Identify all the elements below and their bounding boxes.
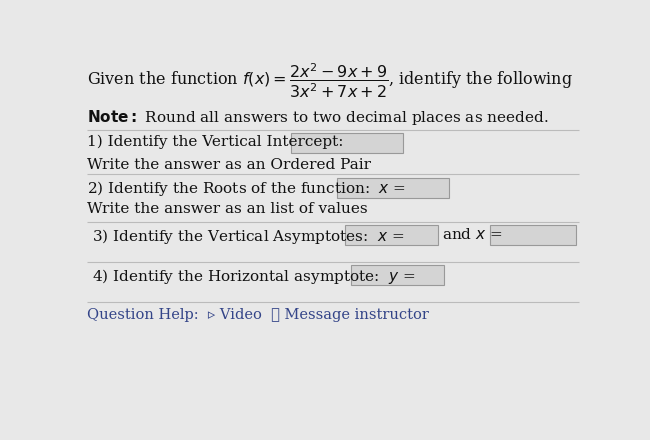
Text: Write the answer as an Ordered Pair: Write the answer as an Ordered Pair (88, 158, 371, 172)
Text: Given the function $f(x) = \dfrac{2x^2 - 9x + 9}{3x^2 + 7x + 2}$, identify the f: Given the function $f(x) = \dfrac{2x^2 -… (88, 62, 573, 100)
Text: 2) Identify the Roots of the function:  $x$ =: 2) Identify the Roots of the function: $… (88, 179, 406, 198)
FancyBboxPatch shape (344, 225, 437, 246)
FancyBboxPatch shape (351, 265, 444, 286)
Text: 3) Identify the Vertical Asymptotes:  $x$ =: 3) Identify the Vertical Asymptotes: $x$… (92, 227, 405, 246)
FancyBboxPatch shape (491, 225, 576, 246)
Text: and $x$ =: and $x$ = (441, 227, 502, 242)
Text: $\mathbf{Note:}$ Round all answers to two decimal places as needed.: $\mathbf{Note:}$ Round all answers to tw… (88, 108, 549, 127)
FancyBboxPatch shape (291, 133, 403, 153)
FancyBboxPatch shape (337, 177, 449, 198)
Text: 4) Identify the Horizontal asymptote:  $y$ =: 4) Identify the Horizontal asymptote: $y… (92, 267, 416, 286)
Text: 1) Identify the Vertical Intercept:: 1) Identify the Vertical Intercept: (88, 135, 344, 149)
Text: Question Help:  ▹ Video  ☑ Message instructor: Question Help: ▹ Video ☑ Message instruc… (88, 308, 429, 323)
Text: Write the answer as an list of values: Write the answer as an list of values (88, 202, 368, 216)
